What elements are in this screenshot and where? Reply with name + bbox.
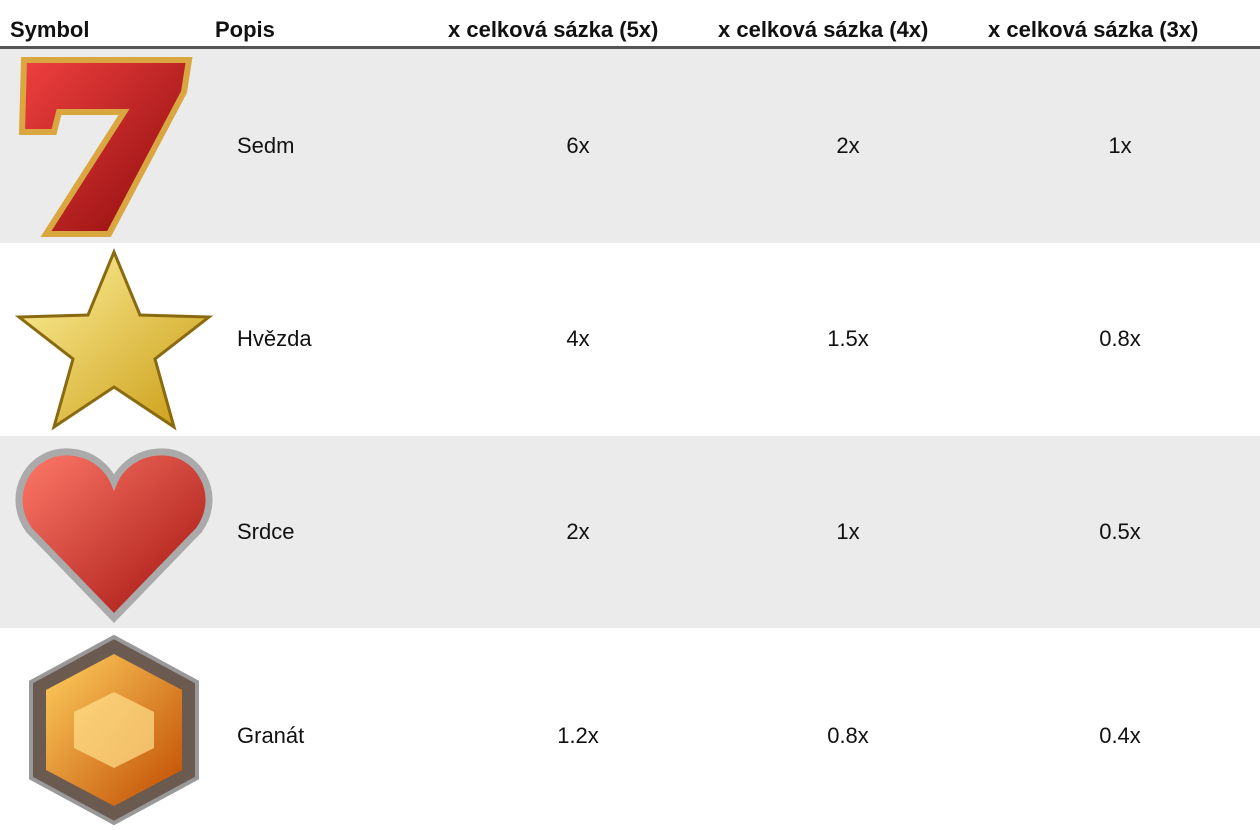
- star-icon: [14, 247, 214, 435]
- payout-cell: 0.8x: [985, 325, 1255, 353]
- header-cell: Popis: [215, 14, 275, 46]
- payout-cell: 0.4x: [985, 722, 1255, 750]
- payout-cell: 1.5x: [713, 325, 983, 353]
- header-cell: x celková sázka (5x): [448, 14, 658, 46]
- payout-cell: 2x: [713, 132, 983, 160]
- payout-cell: 1x: [985, 132, 1255, 160]
- payout-cell: 0.8x: [713, 722, 983, 750]
- description-cell: Srdce: [237, 518, 294, 546]
- header-cell: Symbol: [10, 14, 89, 46]
- payout-cell: 1.2x: [443, 722, 713, 750]
- heart-icon: [14, 440, 214, 625]
- header-cell: x celková sázka (4x): [718, 14, 928, 46]
- seven-icon: [14, 52, 214, 242]
- payout-cell: 0.5x: [985, 518, 1255, 546]
- garnet-icon: [14, 632, 214, 828]
- payout-cell: 1x: [713, 518, 983, 546]
- description-cell: Hvězda: [237, 325, 312, 353]
- payout-cell: 6x: [443, 132, 713, 160]
- payout-cell: 4x: [443, 325, 713, 353]
- description-cell: Sedm: [237, 132, 294, 160]
- page: Symbol Popis x celková sázka (5x) x celk…: [0, 0, 1260, 830]
- payout-cell: 2x: [443, 518, 713, 546]
- header-cell: x celková sázka (3x): [988, 14, 1198, 46]
- description-cell: Granát: [237, 722, 304, 750]
